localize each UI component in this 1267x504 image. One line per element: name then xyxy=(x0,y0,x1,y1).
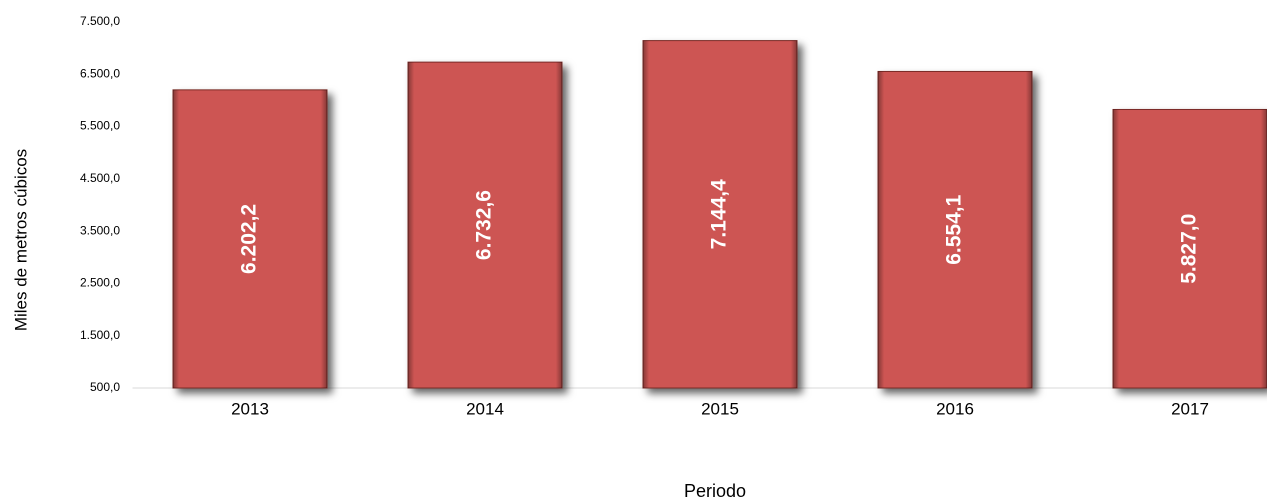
value-label: 7.144,4 xyxy=(708,179,731,249)
bar-shade xyxy=(173,89,327,389)
y-tick-label: 3.500,0 xyxy=(80,223,120,237)
bar-shade xyxy=(878,71,1032,388)
y-tick-label: 4.500,0 xyxy=(80,171,120,185)
x-tick-label: 2015 xyxy=(701,399,739,418)
y-tick-label: 5.500,0 xyxy=(80,119,120,133)
y-tick-label: 500,0 xyxy=(90,380,120,394)
y-axis-title: Miles de metros cúbicos xyxy=(11,149,30,331)
x-axis-title: Periodo xyxy=(684,481,746,501)
y-tick-label: 6.500,0 xyxy=(80,66,120,80)
x-tick-label: 2017 xyxy=(1171,399,1209,418)
bar-shade xyxy=(408,62,562,389)
value-label: 6.202,2 xyxy=(238,204,261,274)
bar-shade xyxy=(1113,109,1267,388)
x-tick-label: 2014 xyxy=(466,399,504,418)
y-tick-label: 7.500,0 xyxy=(80,14,120,28)
value-label: 5.827,0 xyxy=(1178,214,1201,284)
y-tick-label: 1.500,0 xyxy=(80,328,120,342)
x-tick-label: 2013 xyxy=(231,399,269,418)
value-label: 6.554,1 xyxy=(943,194,966,264)
value-label: 6.732,6 xyxy=(473,190,496,260)
x-tick-label: 2016 xyxy=(936,399,974,418)
bar-shade xyxy=(643,40,797,388)
y-tick-label: 2.500,0 xyxy=(80,276,120,290)
